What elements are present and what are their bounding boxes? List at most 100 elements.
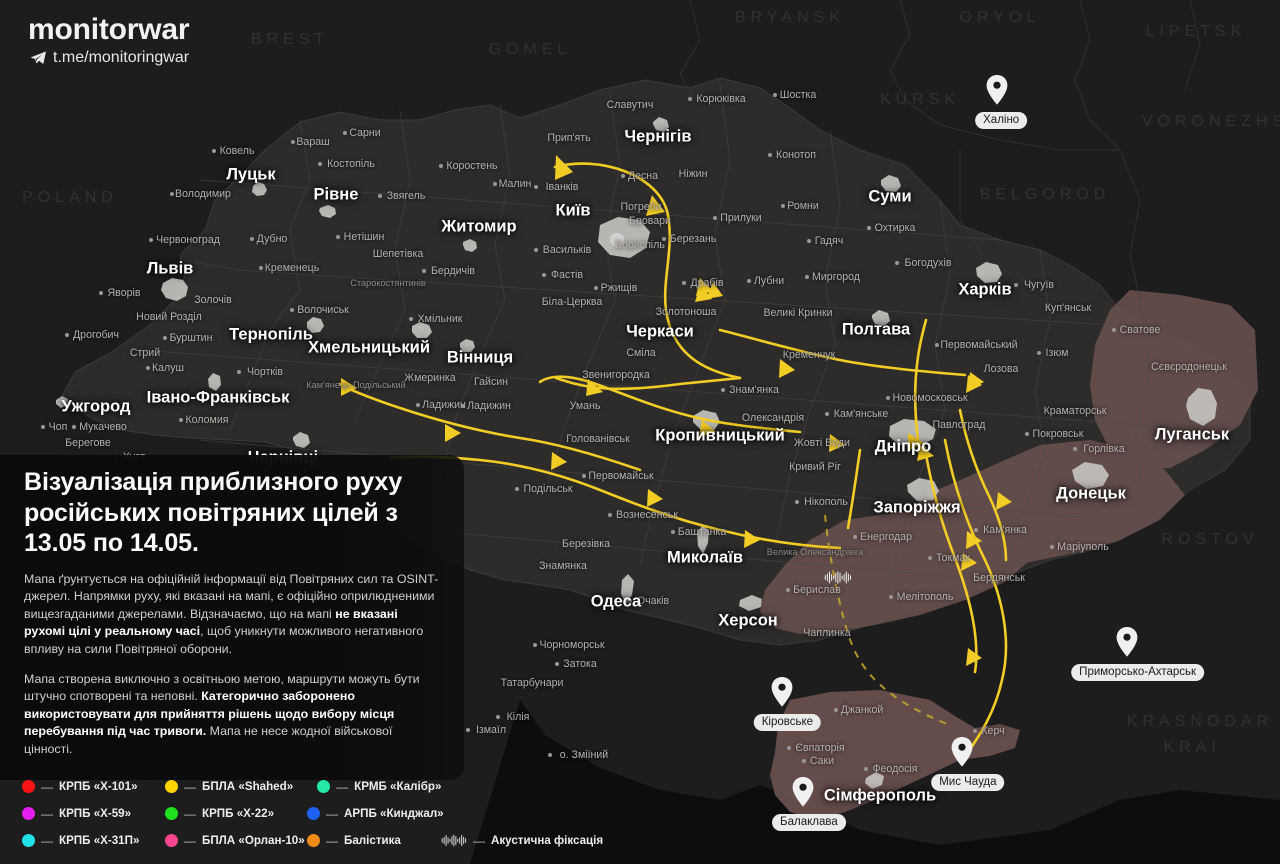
- route-kryvyi: [846, 448, 862, 530]
- legend-item[interactable]: — КРПБ «Х-31П»: [22, 834, 140, 848]
- legend-dot-green: [165, 807, 178, 820]
- legend-dot-teal: [317, 780, 331, 793]
- city-dot: [98, 291, 103, 295]
- location-pin-icon: [1116, 627, 1138, 657]
- city-dot: [533, 248, 538, 252]
- legend-item[interactable]: — КРПБ «Х-101»: [22, 780, 140, 794]
- location-pin-icon: [951, 737, 973, 767]
- city-dot: [780, 204, 785, 208]
- city-dot: [169, 192, 174, 196]
- city-dot: [974, 528, 979, 532]
- brand-handle: t.me/monitoringwar: [53, 48, 190, 66]
- legend-item-acoustic[interactable]: — Акустична фіксація: [441, 834, 603, 848]
- pin-label: Кіровське: [753, 714, 822, 731]
- map-pin[interactable]: Халіно: [975, 75, 1028, 129]
- legend-dash: —: [184, 833, 196, 848]
- city-dot: [795, 500, 800, 504]
- city-dot: [802, 759, 807, 763]
- legend-dash: —: [326, 833, 338, 848]
- city-dot: [249, 237, 254, 241]
- route-central: [718, 328, 967, 377]
- city-dot: [934, 343, 939, 347]
- city-dot: [772, 93, 777, 97]
- city-dot: [40, 425, 45, 429]
- info-p1-a: Мапа ґрунтується на офіційній інформації…: [24, 571, 439, 621]
- city-dot: [582, 474, 587, 478]
- legend-dot-magenta: [22, 807, 35, 820]
- route-kropyvnytskyi: [538, 375, 802, 434]
- city-dot: [290, 140, 295, 144]
- city-dot: [514, 487, 519, 491]
- city-dot: [852, 535, 857, 539]
- route-corridor-a: [923, 446, 978, 674]
- city-dot: [608, 513, 613, 517]
- city-dot: [258, 266, 263, 270]
- city-dot: [65, 333, 70, 337]
- city-dot: [492, 182, 497, 186]
- city-dot: [416, 403, 421, 407]
- waveform-icon: [441, 834, 467, 847]
- map-pin[interactable]: Мис Чауда: [931, 737, 1005, 791]
- legend-label: КРПБ «Х-101»: [59, 780, 138, 793]
- legend-item[interactable]: — БПЛА «Орлан-10»: [165, 833, 305, 848]
- city-dot: [746, 279, 751, 283]
- city-dot: [163, 336, 168, 340]
- legend-item[interactable]: — АРПБ «Кинджал»: [307, 807, 444, 821]
- legend-row: — КРПБ «Х-59» — КРПБ «Х-22» — АРПБ «Кинджал»: [22, 800, 480, 827]
- map-pin[interactable]: Кіровське: [753, 677, 822, 731]
- city-dot: [336, 235, 341, 239]
- map-pin[interactable]: Балаклава: [772, 777, 846, 831]
- legend-dash: —: [41, 806, 53, 821]
- legend-dash: —: [336, 779, 349, 794]
- city-dot: [927, 556, 932, 560]
- legend-label: КРПБ «Х-22»: [202, 807, 275, 820]
- map-pin[interactable]: Приморсько-Ахтарськ: [1071, 627, 1205, 681]
- city-dot: [1013, 283, 1018, 287]
- legend-dash: —: [184, 806, 196, 821]
- city-dot: [834, 708, 839, 712]
- legend-item[interactable]: — КРПБ «Х-22»: [165, 807, 283, 821]
- city-dot: [289, 308, 294, 312]
- legend: — КРПБ «Х-101» — БПЛА «Shahed» — КРМБ «Калібр…: [0, 765, 603, 864]
- city-dot: [806, 239, 811, 243]
- city-dot: [342, 131, 347, 135]
- brand-handle-row[interactable]: t.me/monitoringwar: [31, 49, 189, 67]
- city-dot: [786, 588, 791, 592]
- legend-label: Акустична фіксація: [491, 834, 604, 847]
- legend-dash: —: [184, 779, 196, 794]
- location-pin-icon: [771, 677, 793, 707]
- city-dot: [1037, 351, 1042, 355]
- legend-label: АРПБ «Кинджал»: [344, 807, 444, 820]
- city-dot: [422, 269, 427, 273]
- city-dot: [885, 396, 890, 400]
- city-dot: [1049, 545, 1054, 549]
- city-dot: [72, 425, 77, 429]
- neighbour-borders: [679, 0, 1201, 301]
- legend-label: КРПБ «Х-31П»: [59, 834, 140, 847]
- acoustic-fixation-marker[interactable]: [823, 571, 853, 590]
- legend-item[interactable]: — КРМБ «Калібр»: [317, 780, 441, 794]
- waveform-icon: [824, 571, 852, 584]
- city-dot: [786, 746, 791, 750]
- route-west: [338, 382, 642, 472]
- city-dot: [409, 317, 414, 321]
- city-dot: [889, 595, 893, 599]
- location-pin-icon: [986, 75, 1008, 105]
- city-dot: [825, 412, 829, 416]
- legend-item[interactable]: — Балістика: [307, 834, 425, 848]
- legend-dot-pink: [165, 834, 178, 847]
- legend-item[interactable]: — БПЛА «Shahed»: [165, 780, 293, 794]
- info-paragraph-1: Мапа ґрунтується на офіційній інформації…: [24, 571, 442, 659]
- legend-dash: —: [41, 833, 53, 848]
- city-dot: [1112, 328, 1117, 332]
- brand-title: monitorwar: [28, 13, 190, 46]
- info-panel: Візуалізація приблизного руху російських…: [0, 455, 464, 780]
- legend-label: КРМБ «Калібр»: [354, 780, 442, 793]
- pin-label: Мис Чауда: [931, 774, 1005, 791]
- city-dot: [1024, 432, 1029, 436]
- flight-route-dashed: [824, 514, 953, 727]
- legend-row: — КРПБ «Х-101» — БПЛА «Shahed» — КРМБ «Калібр…: [22, 773, 480, 800]
- legend-item[interactable]: — КРПБ «Х-59»: [22, 807, 140, 821]
- legend-dash: —: [326, 806, 338, 821]
